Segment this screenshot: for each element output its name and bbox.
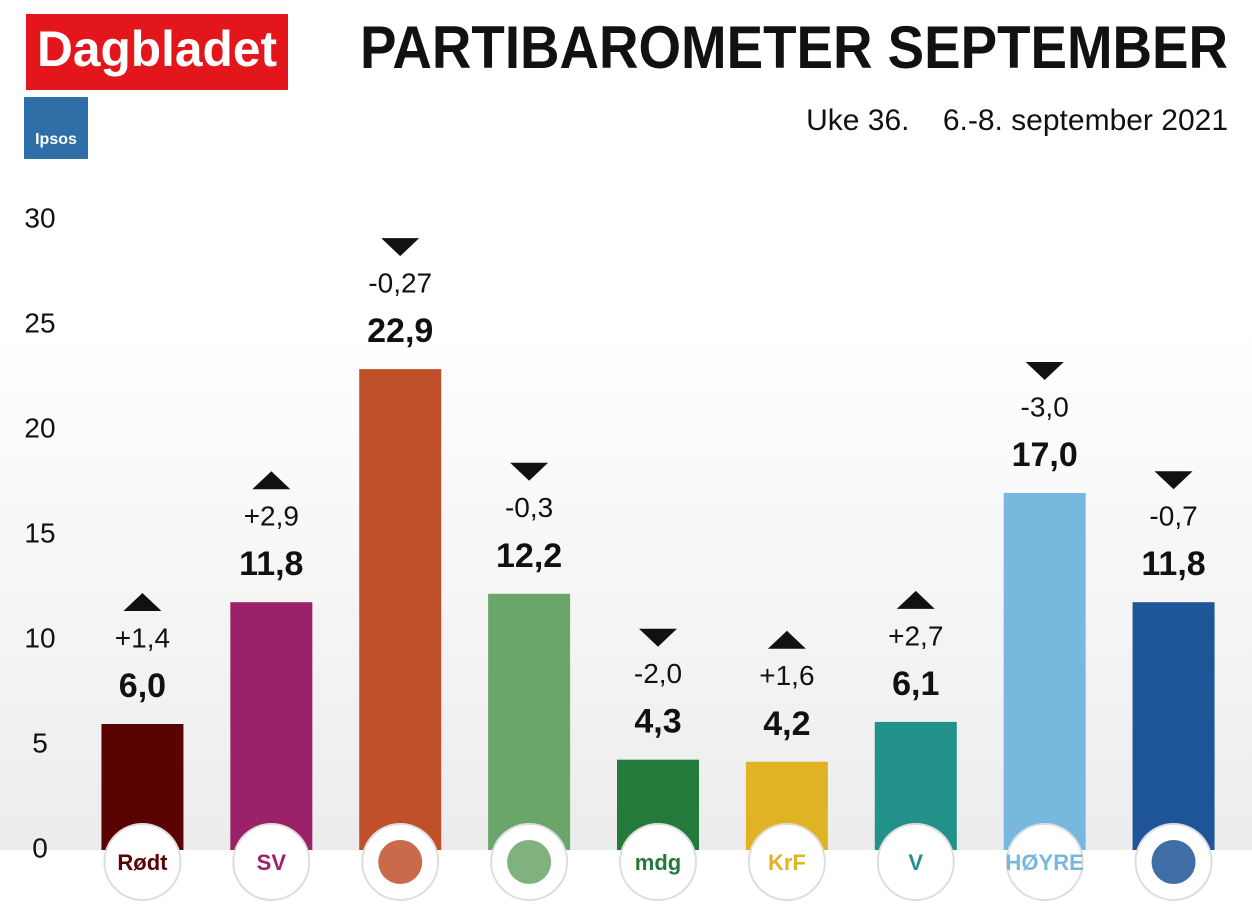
y-tick-label: 10 — [24, 622, 55, 653]
change-label: -0,3 — [505, 492, 553, 523]
change-arrow — [1025, 362, 1064, 380]
value-label: 6,1 — [892, 665, 939, 703]
change-arrow — [381, 238, 420, 257]
change-label: -0,7 — [1149, 501, 1197, 532]
party-emblem — [378, 840, 423, 884]
party-name: Rødt — [117, 850, 168, 875]
change-arrow — [1154, 471, 1193, 490]
chart-subtitle: Uke 36. 6.-8. september 2021 — [806, 104, 1228, 137]
party-logo — [876, 823, 955, 901]
value-label: 6,0 — [119, 667, 166, 705]
change-label: +2,7 — [888, 620, 943, 651]
y-tick-label: 5 — [32, 727, 48, 758]
change-arrow — [252, 471, 291, 490]
party-logo — [747, 823, 826, 901]
party-logo — [1005, 823, 1084, 901]
change-label: +2,9 — [244, 501, 299, 532]
bar — [488, 593, 571, 850]
party-logo — [103, 823, 182, 901]
change-label: -0,27 — [368, 267, 432, 298]
y-tick-label: 30 — [24, 202, 55, 233]
bar — [230, 602, 313, 850]
party-name: KrF — [768, 850, 806, 875]
chart-title: PARTIBAROMETER SEPTEMBER — [360, 14, 1228, 81]
change-arrow — [510, 462, 549, 481]
pollster-logo — [24, 97, 88, 159]
party-logo — [232, 823, 311, 901]
pollster-text: Ipsos — [35, 131, 77, 148]
value-label: 4,3 — [634, 703, 681, 741]
party-name: mdg — [635, 850, 681, 875]
change-arrow — [767, 630, 806, 649]
y-tick-label: 25 — [24, 307, 55, 338]
brand-logo — [26, 14, 288, 90]
change-label: +1,6 — [759, 660, 814, 691]
bar — [1132, 602, 1215, 850]
change-arrow — [639, 628, 677, 647]
party-emblem — [1151, 840, 1196, 884]
y-tick-label: 20 — [24, 412, 55, 443]
brand-text: Dagbladet — [37, 21, 277, 77]
value-label: 11,8 — [239, 545, 303, 583]
value-label: 4,2 — [763, 705, 810, 743]
party-name: SV — [257, 850, 287, 875]
bar — [359, 369, 442, 850]
party-emblem — [507, 840, 552, 884]
value-label: 12,2 — [496, 537, 562, 575]
y-tick-label: 0 — [32, 832, 48, 863]
change-label: +1,4 — [115, 622, 170, 653]
change-arrow — [896, 590, 935, 609]
party-name: V — [908, 850, 923, 875]
change-label: -2,0 — [634, 658, 682, 689]
party-logo — [619, 823, 697, 901]
change-arrow — [123, 593, 162, 611]
value-label: 22,9 — [367, 312, 433, 350]
value-label: 11,8 — [1141, 545, 1205, 583]
value-label: 17,0 — [1012, 436, 1078, 474]
change-label: -3,0 — [1021, 391, 1069, 422]
bar — [1003, 493, 1086, 850]
party-name: HØYRE — [1006, 850, 1084, 875]
y-tick-label: 15 — [24, 517, 55, 548]
